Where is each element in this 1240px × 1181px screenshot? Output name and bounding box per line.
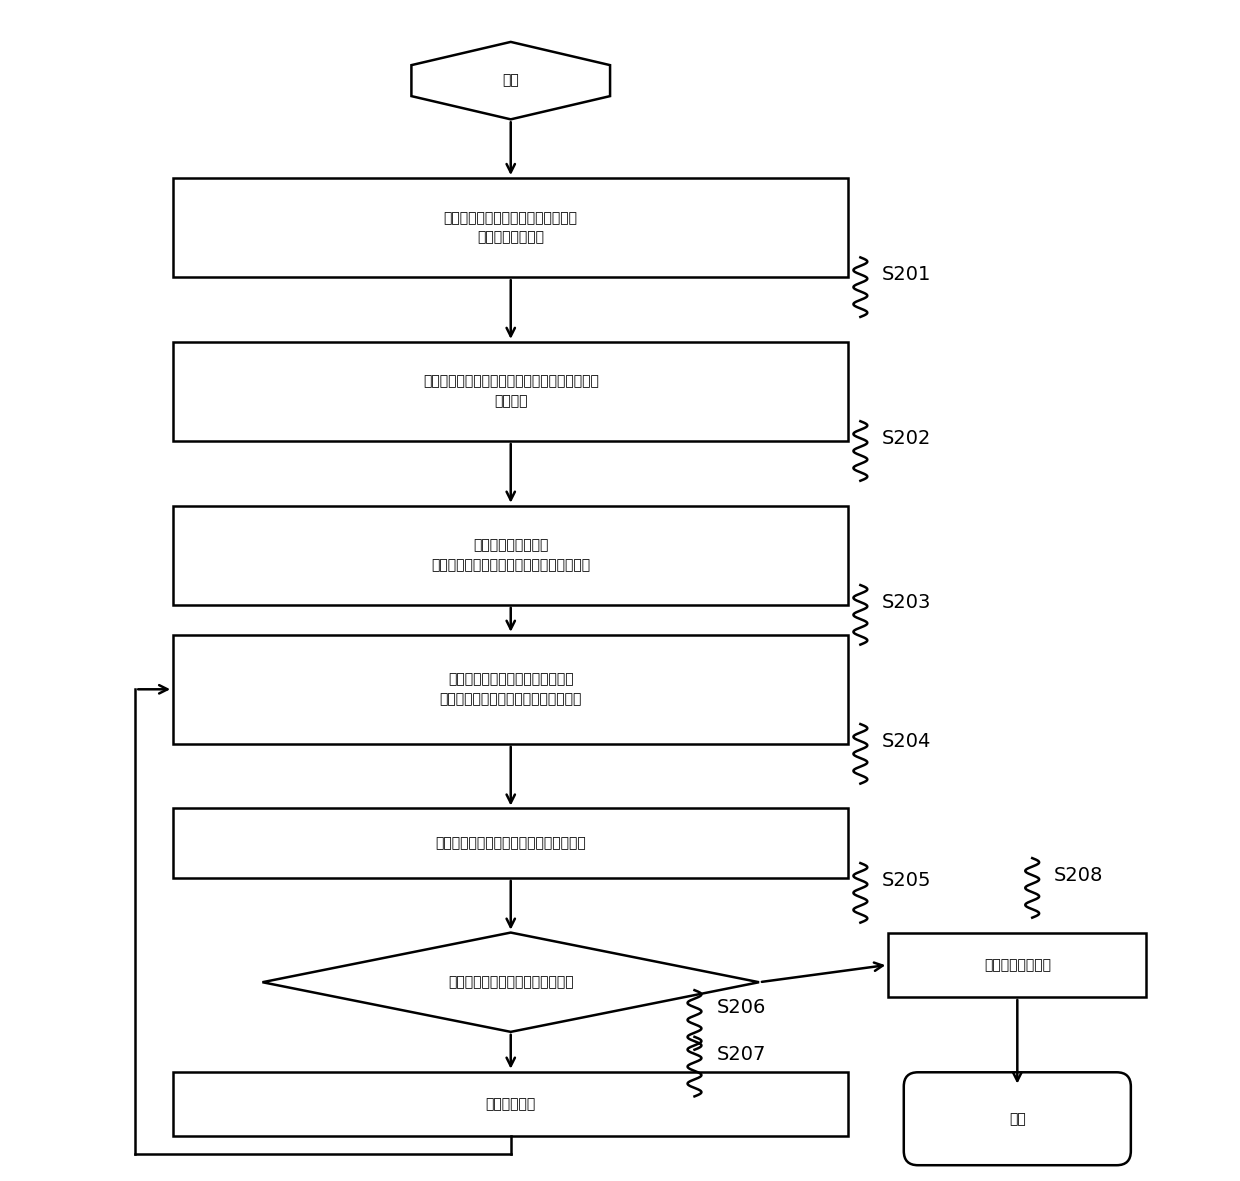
Text: 对一木材样品进行微波测量，根据
关系模型及其模型参数，获得测量密度: 对一木材样品进行微波测量，根据 关系模型及其模型参数，获得测量密度	[439, 672, 582, 706]
Bar	[174, 634, 848, 744]
Bar	[888, 933, 1147, 997]
Text: 比较所述木材样品的已知密度和测量密度: 比较所述木材样品的已知密度和测量密度	[435, 836, 587, 850]
Text: S205: S205	[882, 872, 931, 890]
Bar	[174, 809, 848, 877]
Text: 调整模型参数: 调整模型参数	[486, 1097, 536, 1111]
Text: 采用传统称重法获取多个木材样品的密度，作为
已知密度: 采用传统称重法获取多个木材样品的密度，作为 已知密度	[423, 374, 599, 409]
Text: S208: S208	[1054, 866, 1104, 885]
Text: S203: S203	[882, 593, 931, 612]
Text: S207: S207	[717, 1045, 766, 1064]
Bar	[174, 341, 848, 441]
Text: 比较结果是否符合预定误差精度？: 比较结果是否符合预定误差精度？	[448, 976, 574, 990]
Bar	[174, 178, 848, 278]
Text: 利用统计学方法获取
木材密度与多频率介电常数的关系模型参数: 利用统计学方法获取 木材密度与多频率介电常数的关系模型参数	[432, 539, 590, 572]
Polygon shape	[412, 41, 610, 119]
Bar	[174, 1071, 848, 1136]
Text: S201: S201	[882, 266, 931, 285]
Text: 保存所述模型参数: 保存所述模型参数	[983, 958, 1050, 972]
Text: 利用最佳波段的微波测量木材样品，
获得多个介电常数: 利用最佳波段的微波测量木材样品， 获得多个介电常数	[444, 211, 578, 244]
Text: S202: S202	[882, 429, 931, 448]
Text: S206: S206	[717, 998, 766, 1017]
Text: 开始: 开始	[502, 73, 520, 87]
Text: 结束: 结束	[1009, 1111, 1025, 1125]
Polygon shape	[263, 933, 759, 1032]
Text: S204: S204	[882, 732, 931, 751]
Bar	[174, 505, 848, 605]
FancyBboxPatch shape	[904, 1072, 1131, 1166]
